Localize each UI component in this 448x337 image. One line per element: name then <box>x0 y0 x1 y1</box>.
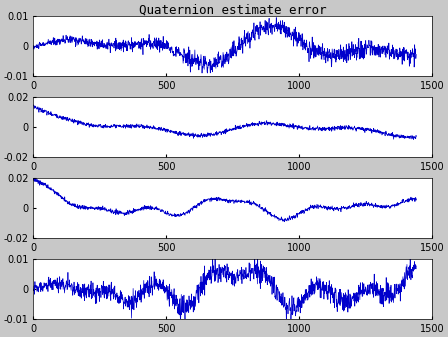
Title: Quaternion estimate error: Quaternion estimate error <box>139 3 327 17</box>
